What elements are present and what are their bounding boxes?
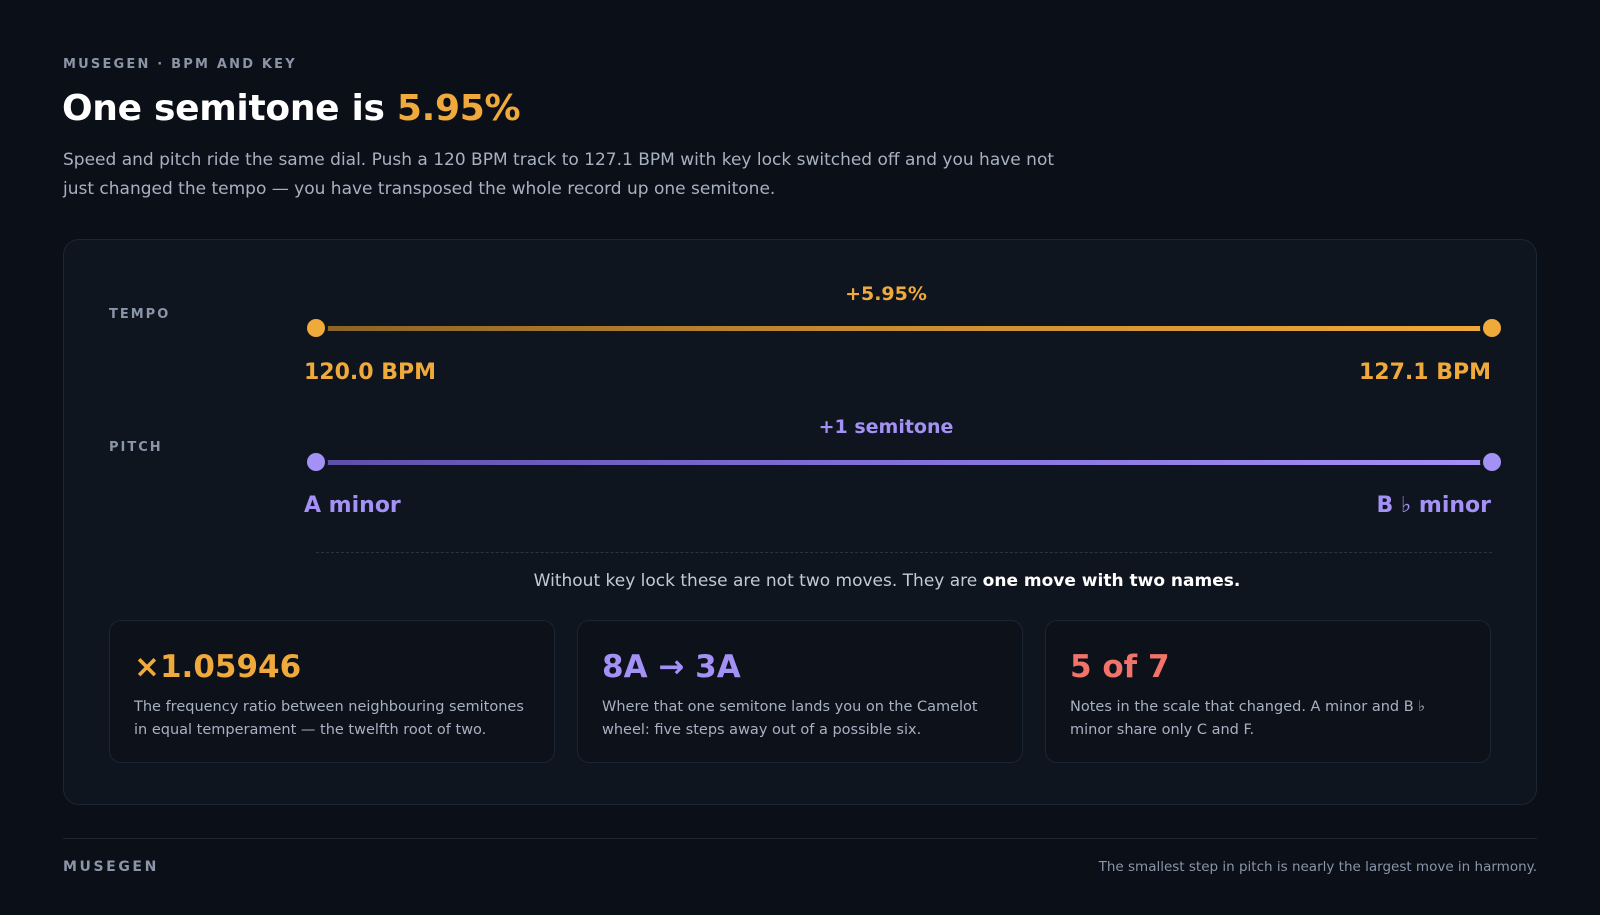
pitch-label: PITCH <box>109 440 163 455</box>
stat-card-ratio: ×1.05946 The frequency ratio between nei… <box>109 620 555 763</box>
footer-brand: MUSEGEN <box>63 859 159 875</box>
caption-text: Without key lock these are not two moves… <box>533 571 983 591</box>
tempo-end-handle[interactable] <box>1483 319 1501 337</box>
headline-prefix: One semitone is <box>62 88 397 129</box>
stat-desc: Notes in the scale that changed. A minor… <box>1070 699 1426 738</box>
stat-card-notes: 5 of 7 Notes in the scale that changed. … <box>1045 620 1491 763</box>
stat-card-camelot: 8A → 3A Where that one semitone lands yo… <box>577 620 1023 763</box>
tempo-track <box>316 326 1492 331</box>
lede: Speed and pitch ride the same dial. Push… <box>63 150 1055 199</box>
tempo-end-label: 127.1 BPM <box>1358 360 1491 385</box>
headline-accent: 5.95% <box>396 88 521 129</box>
footer-divider <box>63 838 1537 839</box>
stat-value: 8A → 3A <box>602 649 741 685</box>
stat-value: 5 of 7 <box>1070 649 1170 685</box>
caption: Without key lock these are not two moves… <box>64 571 1600 591</box>
pitch-track <box>316 460 1492 465</box>
tempo-start-handle[interactable] <box>307 319 325 337</box>
stat-value: ×1.05946 <box>134 649 302 685</box>
pitch-end-label: B ♭ minor <box>1376 493 1491 518</box>
tempo-delta: +5.95% <box>845 283 927 305</box>
footer-note: The smallest step in pitch is nearly the… <box>1098 859 1537 875</box>
eyebrow: MUSEGEN · BPM AND KEY <box>63 57 297 72</box>
page-title: One semitone is 5.95% <box>62 88 521 129</box>
tempo-start-label: 120.0 BPM <box>304 360 437 385</box>
tempo-label: TEMPO <box>109 307 171 322</box>
pitch-start-handle[interactable] <box>307 453 325 471</box>
caption-emphasis: one move with two names. <box>982 571 1241 591</box>
stat-desc: The frequency ratio between neighbouring… <box>134 699 524 738</box>
pitch-start-label: A minor <box>304 493 401 518</box>
pitch-end-handle[interactable] <box>1483 453 1501 471</box>
pitch-delta: +1 semitone <box>818 416 954 438</box>
divider <box>316 552 1492 553</box>
stat-desc: Where that one semitone lands you on the… <box>602 699 978 738</box>
comparison-card: TEMPO +5.95% 120.0 BPM 127.1 BPM PITCH +… <box>63 239 1537 805</box>
